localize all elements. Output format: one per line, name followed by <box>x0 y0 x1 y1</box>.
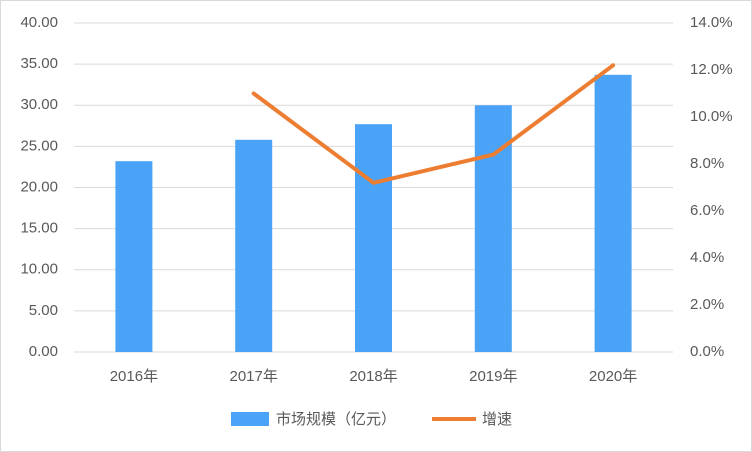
bar <box>355 124 392 352</box>
y2-tick-label: 12.0% <box>690 61 733 78</box>
legend-label: 市场规模（亿元） <box>276 411 396 428</box>
bar <box>235 139 273 352</box>
y2-tick-label: 2.0% <box>690 296 724 313</box>
legend-swatch <box>231 412 269 426</box>
x-tick-label: 2016年 <box>110 368 158 385</box>
x-tick-label: 2018年 <box>349 368 397 385</box>
bar <box>594 74 632 352</box>
y-tick-label: 40.00 <box>20 14 58 31</box>
legend-label: 增速 <box>482 411 512 428</box>
y2-tick-label: 0.0% <box>690 343 724 360</box>
y2-tick-label: 14.0% <box>690 14 733 31</box>
y-tick-label: 15.00 <box>20 220 58 237</box>
y-tick-label: 20.00 <box>20 178 58 195</box>
y2-tick-label: 4.0% <box>690 249 724 266</box>
y-tick-label: 35.00 <box>20 55 58 72</box>
y2-tick-label: 6.0% <box>690 202 724 219</box>
x-tick-label: 2019年 <box>469 368 517 385</box>
y-tick-label: 10.00 <box>20 261 58 278</box>
line <box>251 63 616 185</box>
y-tick-label: 5.00 <box>29 302 58 319</box>
y-tick-label: 0.00 <box>29 343 58 360</box>
y2-tick-label: 10.0% <box>690 108 733 125</box>
bar <box>115 161 153 352</box>
y-tick-label: 25.00 <box>20 137 58 154</box>
y2-tick-label: 8.0% <box>690 155 724 172</box>
bar <box>474 105 512 352</box>
x-tick-label: 2020年 <box>589 368 637 385</box>
y-tick-label: 30.00 <box>20 96 58 113</box>
x-tick-label: 2017年 <box>230 368 278 385</box>
